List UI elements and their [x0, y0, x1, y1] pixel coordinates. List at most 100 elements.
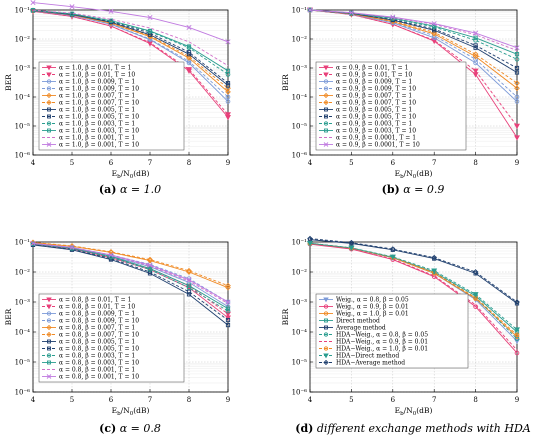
legend-marker	[46, 297, 52, 303]
series-12	[30, 0, 231, 45]
x-tick-label: 4	[31, 159, 36, 167]
legend-marker	[46, 324, 52, 331]
data-point	[108, 8, 114, 14]
data-point	[225, 81, 231, 86]
chart-panel-c: 4 5 6 7 8 9 10⁻⁶ 10⁻⁵ 10⁻⁴ 10⁻³ 10⁻² 10⁻¹ Eb/N0(dB) B…	[4, 239, 231, 435]
legend-entry: α = 0.9, β = 0.005, T = 1	[336, 107, 412, 114]
series-11	[309, 9, 518, 51]
data-point	[473, 45, 478, 50]
series-line	[309, 242, 518, 336]
data-point	[390, 14, 396, 20]
data-point	[225, 299, 231, 305]
legend-marker	[46, 99, 52, 106]
legend-entry: α = 0.9, β = 0.003, T = 1	[336, 121, 412, 128]
series-11	[32, 9, 229, 67]
data-point	[225, 89, 231, 95]
data-point	[30, 0, 36, 6]
data-point	[147, 266, 153, 271]
data-point	[514, 65, 520, 71]
series-line	[32, 9, 229, 67]
legend-marker	[46, 353, 52, 358]
data-point	[225, 94, 231, 100]
data-point	[225, 322, 231, 328]
x-tick-label: 7	[148, 159, 152, 167]
plot-frame	[309, 241, 518, 393]
data-point	[348, 245, 355, 251]
data-point	[108, 18, 114, 23]
data-point	[514, 56, 520, 62]
legend-entry: α = 1.0, β = 0.005, T = 1	[59, 107, 135, 114]
data-point	[225, 99, 231, 104]
legend-entry: α = 0.8, β = 0.001, T = 1	[59, 367, 135, 374]
data-point	[472, 68, 479, 74]
legend-marker	[323, 86, 329, 91]
series-line	[309, 9, 518, 51]
series-line	[309, 243, 518, 351]
legend-entry: α = 0.8, β = 0.003, T = 1	[59, 353, 135, 360]
legend-entry: HDA−Direct method	[336, 353, 399, 360]
y-tick-label: 10⁻¹	[15, 7, 31, 15]
legend-marker	[46, 304, 52, 310]
legend-entry: Direct method	[336, 318, 380, 325]
legend-entry: α = 0.9, β = 0.01, T = 10	[336, 72, 412, 79]
legend-entry: α = 0.8, β = 0.007, T = 1	[59, 325, 135, 332]
x-axis-label: Eb/N0(dB)	[395, 169, 433, 180]
data-point	[225, 39, 231, 45]
y-axis-label: BER	[4, 74, 13, 91]
y-tick-label: 10⁻¹	[292, 239, 308, 247]
legend-entry: α = 0.8, β = 0.009, T = 1	[59, 311, 135, 318]
y-tick-label: 10⁻³	[292, 299, 308, 307]
legend-entry: α = 1.0, β = 0.009, T = 1	[59, 79, 135, 86]
series-line	[309, 9, 518, 127]
legend: α = 1.0, β = 0.01, T = 1 α = 1.0, β = 0.0…	[38, 61, 185, 151]
series-line	[32, 10, 229, 98]
data-point	[431, 254, 438, 261]
legend-marker	[323, 346, 329, 351]
y-tick-label: 10⁻⁴	[292, 94, 308, 102]
legend-entry: α = 1.0, β = 0.007, T = 1	[59, 93, 135, 100]
legend-marker	[323, 72, 329, 78]
legend-entry: α = 1.0, β = 0.001, T = 10	[59, 142, 139, 149]
legend-entry: HDA−Weig., α = 0.9, β = 0.01	[336, 339, 428, 346]
legend-marker	[323, 92, 329, 99]
series-line	[32, 10, 229, 115]
chart-panel-b: 4 5 6 7 8 9 10⁻⁶ 10⁻⁵ 10⁻⁴ 10⁻³ 10⁻² 10⁻¹ Eb/N0(dB) B…	[281, 7, 520, 196]
series-12	[30, 240, 231, 305]
series-line	[32, 2, 229, 43]
x-tick-label: 5	[70, 159, 74, 167]
data-point	[225, 83, 231, 88]
x-tick-label: 8	[187, 159, 191, 167]
series-7	[309, 243, 518, 351]
legend: α = 0.9, β = 0.01, T = 1α = 0.9, β = 0.0…	[315, 61, 467, 151]
series-line	[32, 9, 229, 72]
y-tick-label: 10⁻²	[15, 269, 31, 277]
legend-entry: α = 0.9, β = 0.01, T = 1	[336, 65, 408, 72]
series-line	[32, 241, 229, 287]
data-point	[307, 235, 313, 242]
x-tick-label: 8	[473, 396, 477, 404]
data-point	[514, 350, 520, 356]
series-line	[32, 242, 229, 303]
legend-entry: α = 0.9, β = 0.0001, T = 10	[336, 142, 420, 149]
data-point	[225, 311, 231, 318]
data-point	[514, 123, 520, 130]
y-tick-label: 10⁻⁵	[292, 359, 308, 367]
data-point	[514, 85, 520, 92]
panel-caption: (b) α = 0.9	[382, 183, 445, 196]
data-point	[225, 68, 231, 73]
plot-frame	[32, 9, 229, 156]
data-point	[473, 38, 478, 43]
legend-entry: α = 0.9, β = 0.007, T = 1	[336, 93, 412, 100]
legend-entry: α = 0.9, β = 0.005, T = 10	[336, 114, 416, 121]
legend-marker	[323, 121, 329, 126]
legend-entry: α = 1.0, β = 0.01, T = 1	[59, 65, 131, 72]
x-tick-label: 8	[187, 396, 191, 404]
x-tick-label: 9	[515, 396, 519, 404]
data-point	[514, 70, 520, 75]
x-tick-label: 8	[473, 159, 477, 167]
series-12	[307, 7, 520, 51]
legend-entry: α = 0.9, β = 0.009, T = 10	[336, 86, 416, 93]
legend-marker	[323, 311, 329, 316]
data-point	[69, 4, 75, 10]
